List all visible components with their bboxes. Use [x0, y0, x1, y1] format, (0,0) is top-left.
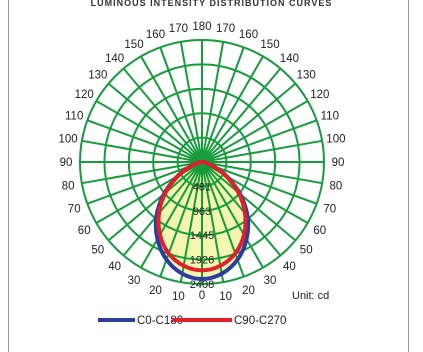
grid-spoke-260	[81, 139, 203, 163]
radial-tick-label: 2408	[190, 279, 214, 291]
radial-tick-label: 1445	[190, 230, 214, 242]
angle-label: 110	[321, 111, 339, 123]
radial-tick-label: 963	[193, 206, 211, 218]
angle-label: 70	[323, 204, 336, 216]
grid-spoke-290	[87, 161, 203, 205]
angle-label: 60	[313, 225, 326, 237]
grid-spoke-230	[107, 82, 203, 163]
grid-spoke-80	[201, 161, 323, 185]
angle-label: 110	[65, 111, 83, 123]
angle-label: 30	[128, 275, 141, 287]
angle-label: 80	[62, 181, 75, 193]
radial-tick-labels: 481 963 1445 1926 2408	[190, 181, 214, 291]
grid-spoke-160	[201, 47, 245, 163]
radial-tick-label: 481	[193, 181, 211, 193]
angle-label: 180	[192, 21, 211, 33]
grid-spoke-10	[201, 161, 225, 283]
angle-label: 20	[242, 285, 255, 297]
grid-spoke-50	[201, 161, 297, 242]
frame-border-right	[408, 0, 409, 352]
angle-label: 20	[149, 285, 162, 297]
grid-spoke-70	[201, 161, 317, 205]
angle-label: 40	[108, 261, 121, 273]
grid-spoke-120	[201, 100, 309, 163]
angle-label: 150	[260, 39, 279, 51]
grid-spoke-350	[179, 161, 203, 283]
grid-spoke-280	[81, 161, 203, 185]
angle-label: 170	[169, 23, 188, 35]
grid-spoke-130	[201, 82, 297, 163]
series-layer	[153, 160, 251, 282]
grid-spoke-170	[201, 41, 225, 163]
legend-label-c0-c180: C0-C180	[137, 315, 183, 327]
grid-spoke-320	[122, 161, 203, 257]
grid-spoke-200	[159, 47, 203, 163]
angle-label: 90	[60, 157, 73, 169]
grid-spoke-210	[140, 55, 203, 163]
grid-spoke-240	[95, 100, 203, 163]
grid-spoke-40	[201, 161, 282, 257]
angle-label: 120	[75, 89, 94, 101]
angle-label: 160	[239, 29, 258, 41]
angle-label: 100	[326, 133, 345, 145]
angle-label: 10	[219, 291, 232, 303]
series-c90-c270	[156, 160, 248, 273]
angle-label: 140	[280, 53, 299, 65]
grid-spoke-310	[107, 161, 203, 242]
angle-label: 140	[105, 53, 124, 65]
angle-label: 80	[330, 181, 343, 193]
grid-spoke-140	[201, 67, 282, 163]
angle-label: 10	[172, 291, 185, 303]
angle-label: 130	[88, 70, 107, 82]
chart-title: LUMINOUS INTENSITY DISTRIBUTION CURVES	[90, 0, 333, 8]
grid-spoke-330	[140, 161, 203, 269]
legend: C0-C180 C90-C270	[98, 315, 286, 327]
grid-spoke-110	[201, 119, 317, 163]
grid-spoke-250	[87, 119, 203, 163]
angle-label: 90	[332, 157, 345, 169]
polar-grid	[79, 39, 325, 285]
angle-label: 100	[59, 133, 78, 145]
angle-label: 170	[216, 23, 235, 35]
angle-label: 50	[300, 244, 313, 256]
angle-label: 0	[199, 290, 205, 302]
grid-spoke-190	[179, 41, 203, 163]
grid-spoke-150	[201, 55, 264, 163]
grid-spoke-30	[201, 161, 264, 269]
frame-border-left	[8, 0, 9, 352]
legend-label-c90-c270: C90-C270	[234, 315, 286, 327]
angle-labels: 0 101020203030404050506060707080809090100…	[59, 21, 346, 303]
radial-tick-label: 1926	[190, 255, 214, 267]
angle-label: 60	[78, 225, 91, 237]
angle-label: 120	[310, 89, 329, 101]
angle-label: 30	[264, 275, 277, 287]
grid-spoke-100	[201, 139, 323, 163]
grid-spoke-220	[122, 67, 203, 163]
angle-label: 40	[283, 261, 296, 273]
unit-label: Unit: cd	[292, 290, 329, 302]
angle-label: 160	[146, 29, 165, 41]
angle-label: 130	[297, 70, 316, 82]
angle-label: 150	[124, 39, 143, 51]
angle-label: 70	[68, 204, 81, 216]
angle-label: 50	[91, 244, 104, 256]
